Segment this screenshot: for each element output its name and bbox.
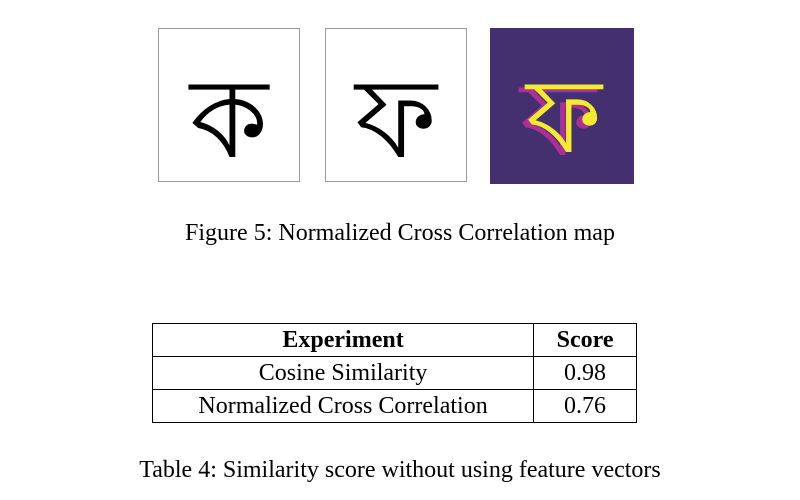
figure-5: ক ফ ফ ফ [158,28,634,184]
pha-glyph-panel: ফ [325,28,467,182]
correlation-map-glyph: ফ [524,55,604,177]
cell-experiment: Cosine Similarity [151,356,535,390]
figure-caption: Figure 5: Normalized Cross Correlation m… [185,220,615,246]
table-header-row: Experiment Score [151,323,637,357]
cell-score: 0.76 [533,389,637,423]
results-table: Experiment Score Cosine Similarity 0.98 … [151,323,637,423]
table-caption: Table 4: Similarity score without using … [139,457,661,483]
header-experiment: Experiment [151,323,535,357]
cell-experiment: Normalized Cross Correlation [151,389,535,423]
header-score: Score [533,323,637,357]
table-row: Normalized Cross Correlation 0.76 [151,389,637,423]
ka-glyph-panel: ক [158,28,300,182]
correlation-map-panel: ফ ফ [490,28,634,184]
correlation-map-shadow: ফ [518,58,598,180]
table-row: Cosine Similarity 0.98 [151,356,637,390]
ka-glyph: ক [188,54,270,181]
pha-glyph: ফ [353,54,439,181]
cell-score: 0.98 [533,356,637,390]
